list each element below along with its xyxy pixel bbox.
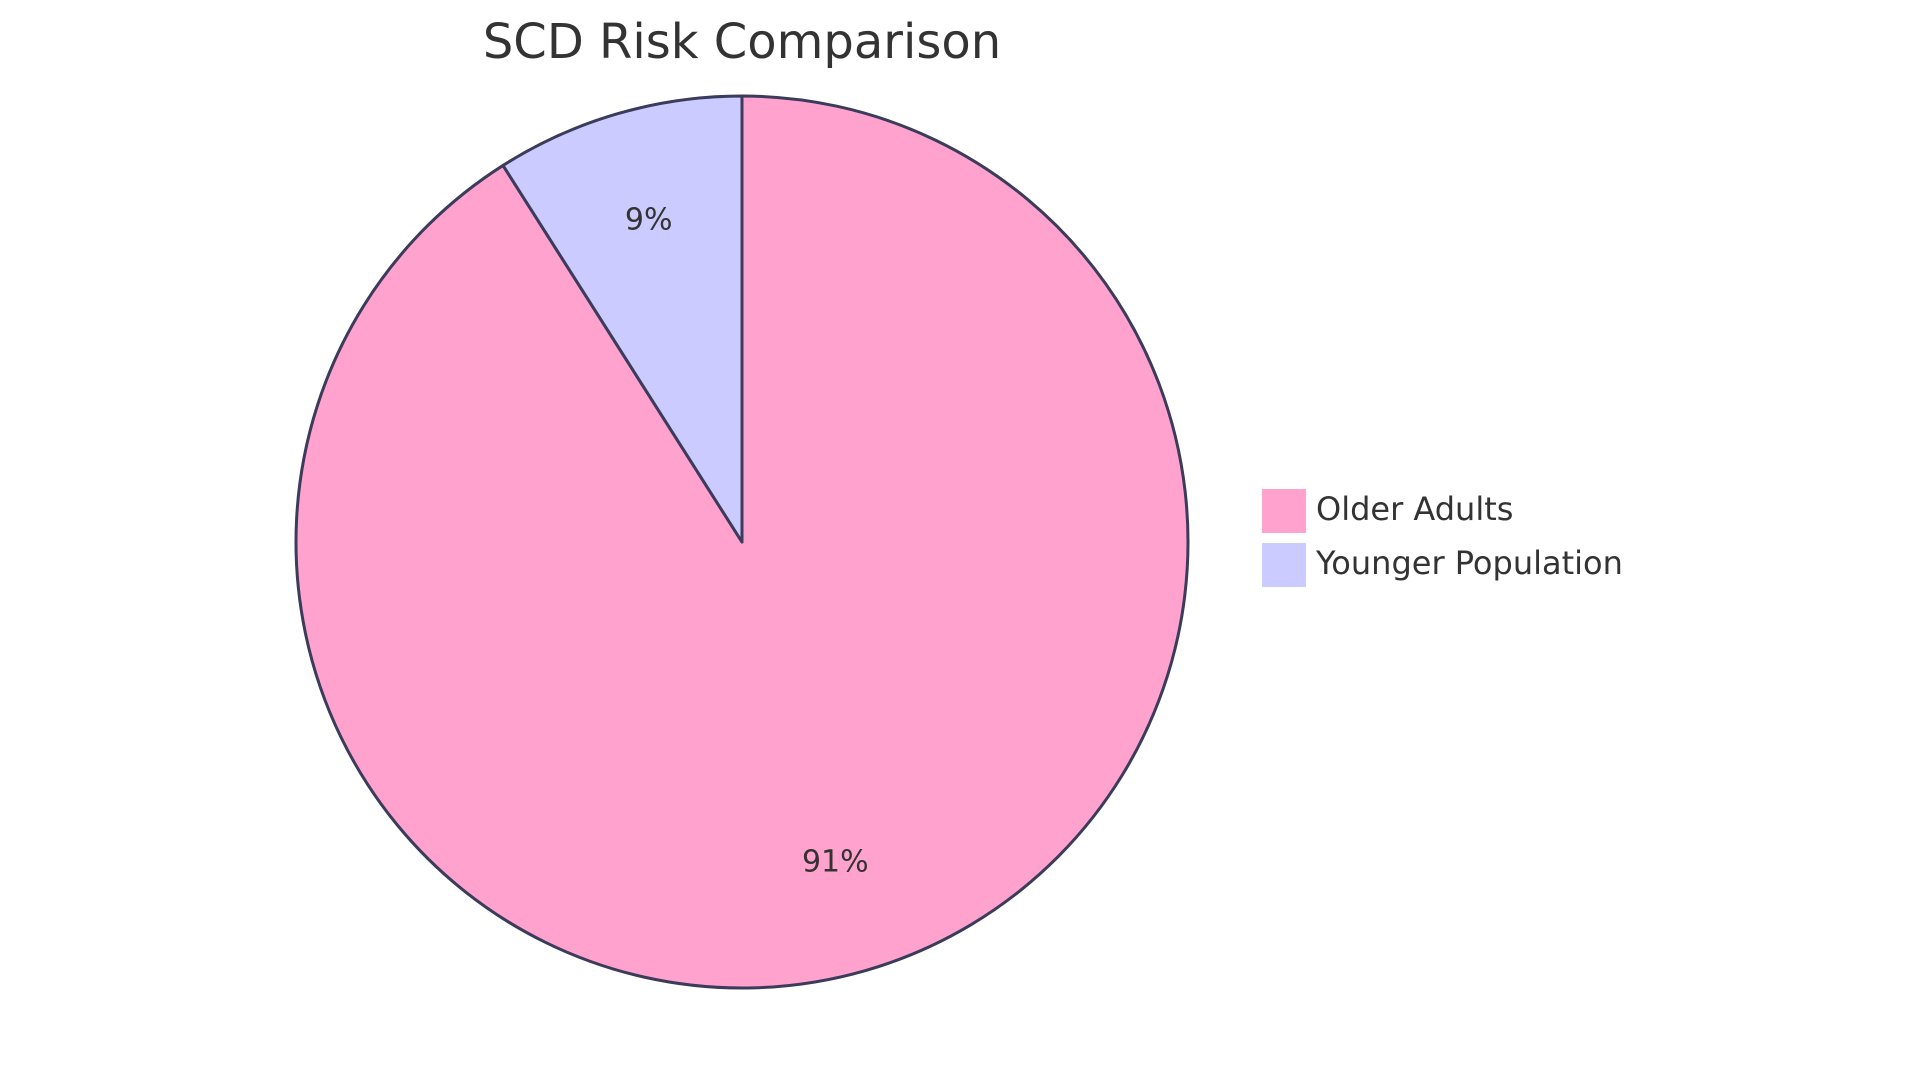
pie-slices <box>294 94 1190 990</box>
legend-swatch <box>1262 543 1306 587</box>
legend-label: Older Adults <box>1316 490 1513 528</box>
pie-slice-labels: 91% 9% <box>625 202 869 879</box>
pie-slice-younger-population <box>501 94 744 544</box>
legend-swatch <box>1262 489 1306 533</box>
chart-title: SCD Risk Comparison <box>483 14 1001 70</box>
slice-label: 91% <box>802 845 869 880</box>
legend: Older Adults Younger Population <box>1262 489 1623 587</box>
slice-label: 9% <box>625 202 673 237</box>
legend-label: Younger Population <box>1315 544 1623 582</box>
